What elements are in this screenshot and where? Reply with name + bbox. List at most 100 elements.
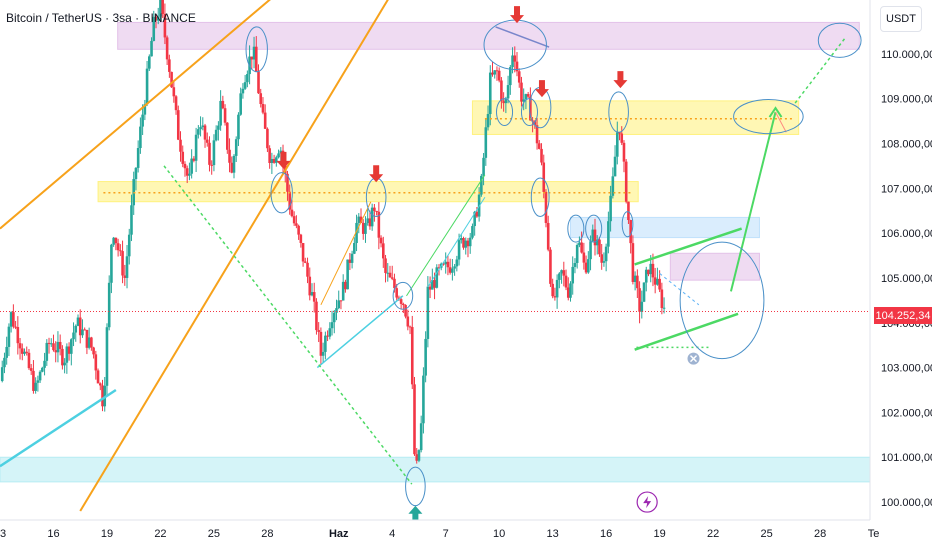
blue-resistance-zone [569, 216, 760, 239]
candle-body [312, 292, 316, 302]
candle-body [107, 282, 111, 328]
trend-line [79, 0, 389, 512]
candle [41, 366, 44, 373]
candle-body [154, 16, 158, 21]
candle-body [364, 223, 367, 234]
candle-body [357, 216, 361, 223]
candle-body [0, 367, 4, 382]
candle-body [36, 380, 40, 383]
candle-body [602, 261, 606, 263]
candle-body [230, 162, 234, 173]
candle-body [168, 59, 171, 72]
candle-body [172, 87, 176, 97]
candle-body [379, 237, 383, 244]
candle [390, 265, 394, 281]
candle [622, 140, 626, 173]
candle-body [480, 175, 483, 195]
trend-line [320, 201, 372, 306]
candle-body [9, 312, 13, 327]
highlight-circle [608, 91, 629, 133]
candle-body [136, 148, 140, 168]
candle-body [156, 16, 160, 21]
candle [70, 338, 73, 366]
y-tick-label: 110.000,00 [881, 49, 932, 61]
candle-body [85, 329, 89, 348]
candle [228, 138, 231, 173]
candle-body [292, 216, 296, 224]
candle [551, 278, 554, 299]
candle-body [72, 332, 75, 340]
candle-body [529, 96, 532, 121]
candle-body [386, 272, 390, 274]
candle [384, 254, 387, 283]
candle [199, 116, 202, 137]
candle-body [241, 88, 245, 94]
candle-body [366, 218, 369, 224]
candle-body [660, 289, 664, 309]
candle [471, 223, 474, 240]
candle [537, 140, 541, 150]
candle-body [105, 327, 109, 386]
candle-body [81, 329, 84, 336]
candle-body [651, 263, 655, 278]
candle-body [540, 148, 543, 163]
candle-body [290, 209, 294, 217]
currency-button[interactable]: USDT [880, 6, 922, 32]
candle-body [544, 191, 548, 223]
candle [395, 283, 398, 301]
lightning-icon [636, 491, 658, 513]
x-tick-label: 13 [0, 528, 6, 540]
candle [14, 320, 17, 330]
candle [326, 330, 329, 342]
candle-body [428, 286, 432, 290]
candle-body [399, 299, 403, 304]
trend-line [775, 111, 787, 133]
candle [366, 207, 369, 226]
candle-body [524, 94, 528, 100]
trend-line [659, 273, 700, 306]
candle-body [622, 142, 626, 162]
candle [361, 219, 365, 240]
candle-body [348, 259, 352, 263]
candle-body [326, 335, 329, 337]
candle-body [359, 216, 363, 223]
candle-body [353, 243, 356, 254]
candle [263, 104, 267, 129]
candle [139, 117, 142, 154]
candle-body [239, 93, 242, 115]
candle-body [404, 305, 407, 317]
candle-body [139, 126, 142, 149]
candle [96, 368, 100, 384]
candle [593, 218, 597, 256]
x-tick-label: 10 [493, 528, 505, 540]
candle-body [43, 360, 46, 368]
candle [515, 52, 519, 77]
candle [582, 242, 586, 270]
candle-body [270, 158, 274, 164]
candle-body [533, 121, 537, 126]
candle [116, 238, 120, 257]
candle [584, 255, 588, 275]
candle-body [259, 93, 263, 105]
candle [339, 300, 343, 310]
candle-body [609, 195, 612, 222]
candle [526, 92, 530, 99]
candle-body [188, 173, 191, 176]
candle [633, 271, 637, 291]
candle [130, 194, 133, 242]
candle-body [295, 223, 298, 226]
candle [241, 83, 245, 99]
candle [332, 309, 336, 334]
candle [52, 334, 55, 352]
highlight-circle [520, 98, 539, 127]
candle [288, 184, 292, 215]
candle-body [5, 346, 8, 358]
highlight-circle [621, 211, 634, 238]
candle-body [159, 0, 162, 17]
mid-yellow-zone [97, 181, 639, 203]
candle-body [38, 371, 42, 381]
candle [480, 173, 483, 197]
candle [105, 323, 109, 397]
candle-body [185, 168, 189, 176]
